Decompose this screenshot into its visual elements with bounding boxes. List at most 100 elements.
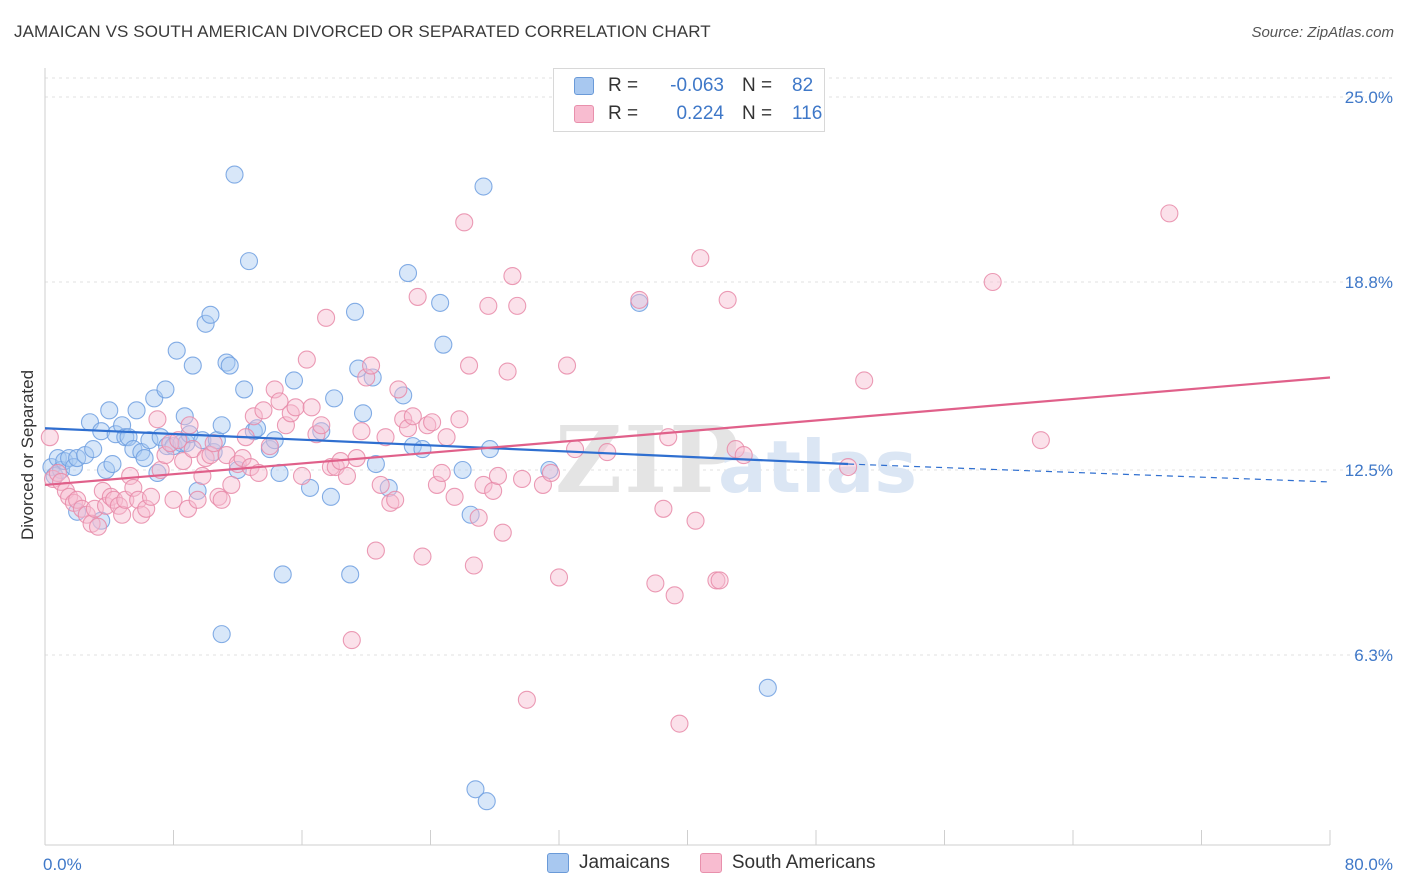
point-south-americans [389,380,408,399]
point-south-americans [209,487,228,506]
point-south-americans [317,308,336,327]
point-south-americans [188,490,207,509]
point-south-americans [183,440,202,459]
point-south-americans [488,466,508,486]
point-south-americans [40,428,59,447]
point-south-americans [718,290,737,309]
point-south-americans [321,457,340,477]
point-jamaicans [239,252,259,271]
point-south-americans [141,487,161,506]
point-south-americans [1031,431,1050,450]
point-jamaicans [265,431,284,450]
legend-n-value: 116 [792,103,823,124]
point-jamaicans [353,404,373,423]
source-label: Source: ZipAtlas.com [1251,24,1394,41]
series-label-south-americans: South Americans [731,852,876,873]
point-south-americans [249,463,268,483]
point-south-americans [270,392,289,411]
point-south-americans [432,463,451,483]
chart-title: JAMAICAN VS SOUTH AMERICAN DIVORCED OR S… [14,22,711,41]
point-south-americans [450,410,469,429]
point-south-americans [469,508,488,527]
point-south-americans [670,714,689,733]
point-jamaicans [167,341,186,360]
series-label-jamaicans: Jamaicans [579,852,670,873]
point-south-americans [549,568,569,587]
legend-r-value: -0.063 [670,75,724,96]
point-south-americans [455,213,474,232]
point-south-americans [307,425,326,444]
point-south-americans [557,356,577,375]
point-south-americans [312,416,331,435]
legend-row-south-americans: R = 0.224 N = 116 [574,101,822,127]
point-south-americans [302,398,321,417]
point-south-americans [260,437,279,456]
point-south-americans [193,466,212,486]
series-legend: Jamaicans South Americans [547,852,905,874]
series-swatch-south-americans [699,853,722,873]
point-jamaicans [477,792,496,811]
point-south-americans [464,556,483,575]
point-south-americans [85,499,104,518]
y-tick-label: 25.0% [1345,88,1393,107]
point-south-americans [156,446,175,465]
point-south-americans [691,249,710,268]
point-south-americans [204,434,223,453]
point-south-americans [566,440,585,459]
point-south-americans [855,371,874,390]
point-jamaicans [540,460,559,480]
point-south-americans [839,457,858,477]
point-south-americans [398,419,418,438]
point-south-americans [337,466,357,486]
point-jamaicans [453,460,472,480]
point-south-americans [132,505,151,524]
point-south-americans [121,466,140,486]
point-south-americans [113,505,132,524]
point-jamaicans [434,335,453,354]
point-jamaicans [100,401,119,420]
point-south-americans [371,475,390,494]
point-south-americans [686,511,705,530]
point-south-americans [366,541,385,560]
point-south-americans [281,404,300,423]
point-jamaicans [217,353,236,372]
point-south-americans [72,499,91,518]
point-south-americans [362,356,381,375]
point-south-americans [201,446,220,465]
legend-r-label: R = [608,103,639,124]
point-south-americans [244,407,263,426]
point-jamaicans [201,305,220,324]
point-south-americans [169,431,188,450]
point-jamaicans [341,565,360,584]
point-jamaicans [474,177,493,196]
legend-n-label: N = [742,103,773,124]
trend-line-jamaicans [44,427,849,466]
point-jamaicans [321,487,340,506]
x-tick-label-max: 80.0% [1345,855,1393,874]
point-south-americans [254,401,273,420]
point-south-americans [381,493,400,512]
point-south-americans [212,490,231,509]
point-south-americans [423,413,442,432]
point-jamaicans [466,780,485,799]
trend-line-extension-jamaicans [848,463,1331,483]
point-jamaicans [220,356,239,375]
y-tick-label: 12.5% [1345,461,1393,480]
trend-line-south-americans [44,376,1331,487]
point-jamaicans [413,440,432,459]
point-jamaicans [270,463,289,483]
legend-swatch-jamaicans [574,77,594,95]
point-jamaicans [84,440,103,459]
x-tick-label-min: 0.0% [43,855,82,874]
point-south-americans [408,287,427,306]
legend-n-value: 82 [792,75,814,96]
point-south-americans [386,490,405,509]
point-south-americans [68,490,87,509]
point-south-americans [493,523,512,542]
point-jamaicans [127,401,146,420]
point-south-americans [88,517,108,536]
point-south-americans [413,547,432,566]
point-jamaicans [135,449,154,468]
point-south-americans [983,272,1002,292]
